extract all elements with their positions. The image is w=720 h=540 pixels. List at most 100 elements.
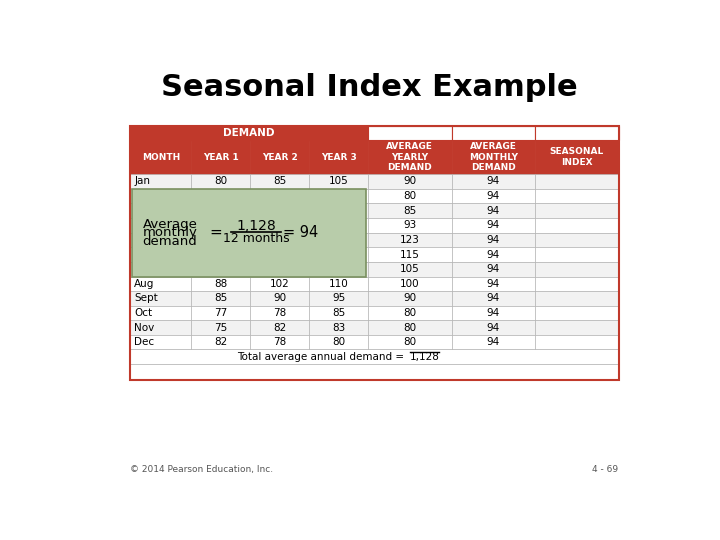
Text: 80: 80 bbox=[214, 177, 228, 186]
Bar bbox=[309, 204, 368, 218]
Text: Total average annual demand =: Total average annual demand = bbox=[237, 352, 404, 362]
Text: 95: 95 bbox=[332, 220, 345, 231]
Bar bbox=[535, 335, 618, 350]
Text: YEAR 2: YEAR 2 bbox=[262, 153, 297, 161]
Text: YEAR 3: YEAR 3 bbox=[320, 153, 356, 161]
Bar bbox=[192, 218, 250, 233]
Bar bbox=[368, 247, 451, 262]
Bar bbox=[250, 291, 309, 306]
Text: 94: 94 bbox=[487, 264, 500, 274]
Text: 90: 90 bbox=[403, 177, 416, 186]
Bar bbox=[250, 189, 309, 204]
Bar bbox=[309, 335, 368, 350]
Text: 110: 110 bbox=[211, 249, 230, 260]
Bar bbox=[192, 140, 250, 174]
Text: 90: 90 bbox=[273, 294, 286, 303]
Text: 94: 94 bbox=[487, 235, 500, 245]
Bar bbox=[451, 335, 535, 350]
Text: Aug: Aug bbox=[134, 279, 155, 289]
Text: 1,128: 1,128 bbox=[410, 352, 440, 362]
Bar bbox=[192, 306, 250, 320]
Text: 80: 80 bbox=[403, 191, 416, 201]
Bar bbox=[451, 306, 535, 320]
Bar bbox=[192, 262, 250, 276]
Bar bbox=[368, 218, 451, 233]
Text: AVERAGE
YEARLY
DEMAND: AVERAGE YEARLY DEMAND bbox=[387, 143, 433, 172]
Bar bbox=[368, 262, 451, 276]
Bar bbox=[192, 189, 250, 204]
Bar bbox=[130, 126, 618, 380]
Bar bbox=[250, 247, 309, 262]
Bar bbox=[368, 140, 451, 174]
Bar bbox=[130, 204, 192, 218]
Bar bbox=[309, 262, 368, 276]
Bar bbox=[368, 291, 451, 306]
Text: 100: 100 bbox=[211, 264, 230, 274]
Text: 85: 85 bbox=[273, 191, 287, 201]
Bar bbox=[130, 262, 192, 276]
Bar bbox=[130, 140, 192, 174]
Bar bbox=[535, 218, 618, 233]
Bar bbox=[535, 276, 618, 291]
Bar bbox=[309, 306, 368, 320]
Bar bbox=[192, 335, 250, 350]
Bar bbox=[309, 218, 368, 233]
Text: 94: 94 bbox=[487, 338, 500, 347]
Text: = 94: = 94 bbox=[283, 225, 318, 240]
Text: 90: 90 bbox=[403, 294, 416, 303]
Text: SEASONAL
INDEX: SEASONAL INDEX bbox=[549, 147, 604, 167]
Bar bbox=[451, 174, 535, 189]
Bar bbox=[130, 247, 192, 262]
Bar bbox=[535, 247, 618, 262]
Text: 102: 102 bbox=[270, 264, 289, 274]
Bar bbox=[130, 306, 192, 320]
Text: 105: 105 bbox=[329, 177, 348, 186]
Text: 125: 125 bbox=[270, 235, 289, 245]
Text: Feb: Feb bbox=[134, 191, 153, 201]
Text: 90: 90 bbox=[214, 220, 228, 231]
Text: Seasonal Index Example: Seasonal Index Example bbox=[161, 73, 577, 103]
Text: 120: 120 bbox=[329, 249, 348, 260]
Text: 115: 115 bbox=[400, 249, 420, 260]
Bar bbox=[309, 276, 368, 291]
Bar bbox=[130, 233, 192, 247]
Bar bbox=[535, 291, 618, 306]
Bar bbox=[535, 204, 618, 218]
Bar bbox=[192, 320, 250, 335]
Bar bbox=[451, 189, 535, 204]
Text: 77: 77 bbox=[214, 308, 228, 318]
Bar bbox=[535, 233, 618, 247]
Bar bbox=[250, 276, 309, 291]
Bar bbox=[535, 140, 618, 174]
Bar bbox=[192, 276, 250, 291]
Text: June: June bbox=[134, 249, 157, 260]
Bar bbox=[451, 218, 535, 233]
Bar bbox=[535, 320, 618, 335]
Bar bbox=[368, 320, 451, 335]
Bar bbox=[451, 320, 535, 335]
Text: Nov: Nov bbox=[134, 323, 154, 333]
Text: DEMAND: DEMAND bbox=[223, 129, 275, 138]
Bar bbox=[309, 291, 368, 306]
Text: 1,128: 1,128 bbox=[236, 219, 276, 233]
Bar bbox=[250, 233, 309, 247]
Text: 115: 115 bbox=[270, 249, 289, 260]
Bar bbox=[250, 218, 309, 233]
Bar bbox=[535, 306, 618, 320]
Bar bbox=[250, 306, 309, 320]
Text: 80: 80 bbox=[403, 308, 416, 318]
Bar bbox=[192, 204, 250, 218]
Text: 78: 78 bbox=[273, 308, 287, 318]
Text: 82: 82 bbox=[214, 338, 228, 347]
Bar bbox=[368, 174, 451, 189]
Bar bbox=[250, 335, 309, 350]
Bar bbox=[451, 247, 535, 262]
Text: 4 - 69: 4 - 69 bbox=[593, 464, 618, 474]
Text: 113: 113 bbox=[328, 264, 348, 274]
Text: 80: 80 bbox=[403, 338, 416, 347]
Text: 94: 94 bbox=[487, 177, 500, 186]
Bar bbox=[250, 174, 309, 189]
Text: 113: 113 bbox=[211, 235, 230, 245]
Text: 82: 82 bbox=[332, 206, 345, 215]
Text: Average: Average bbox=[143, 218, 197, 231]
